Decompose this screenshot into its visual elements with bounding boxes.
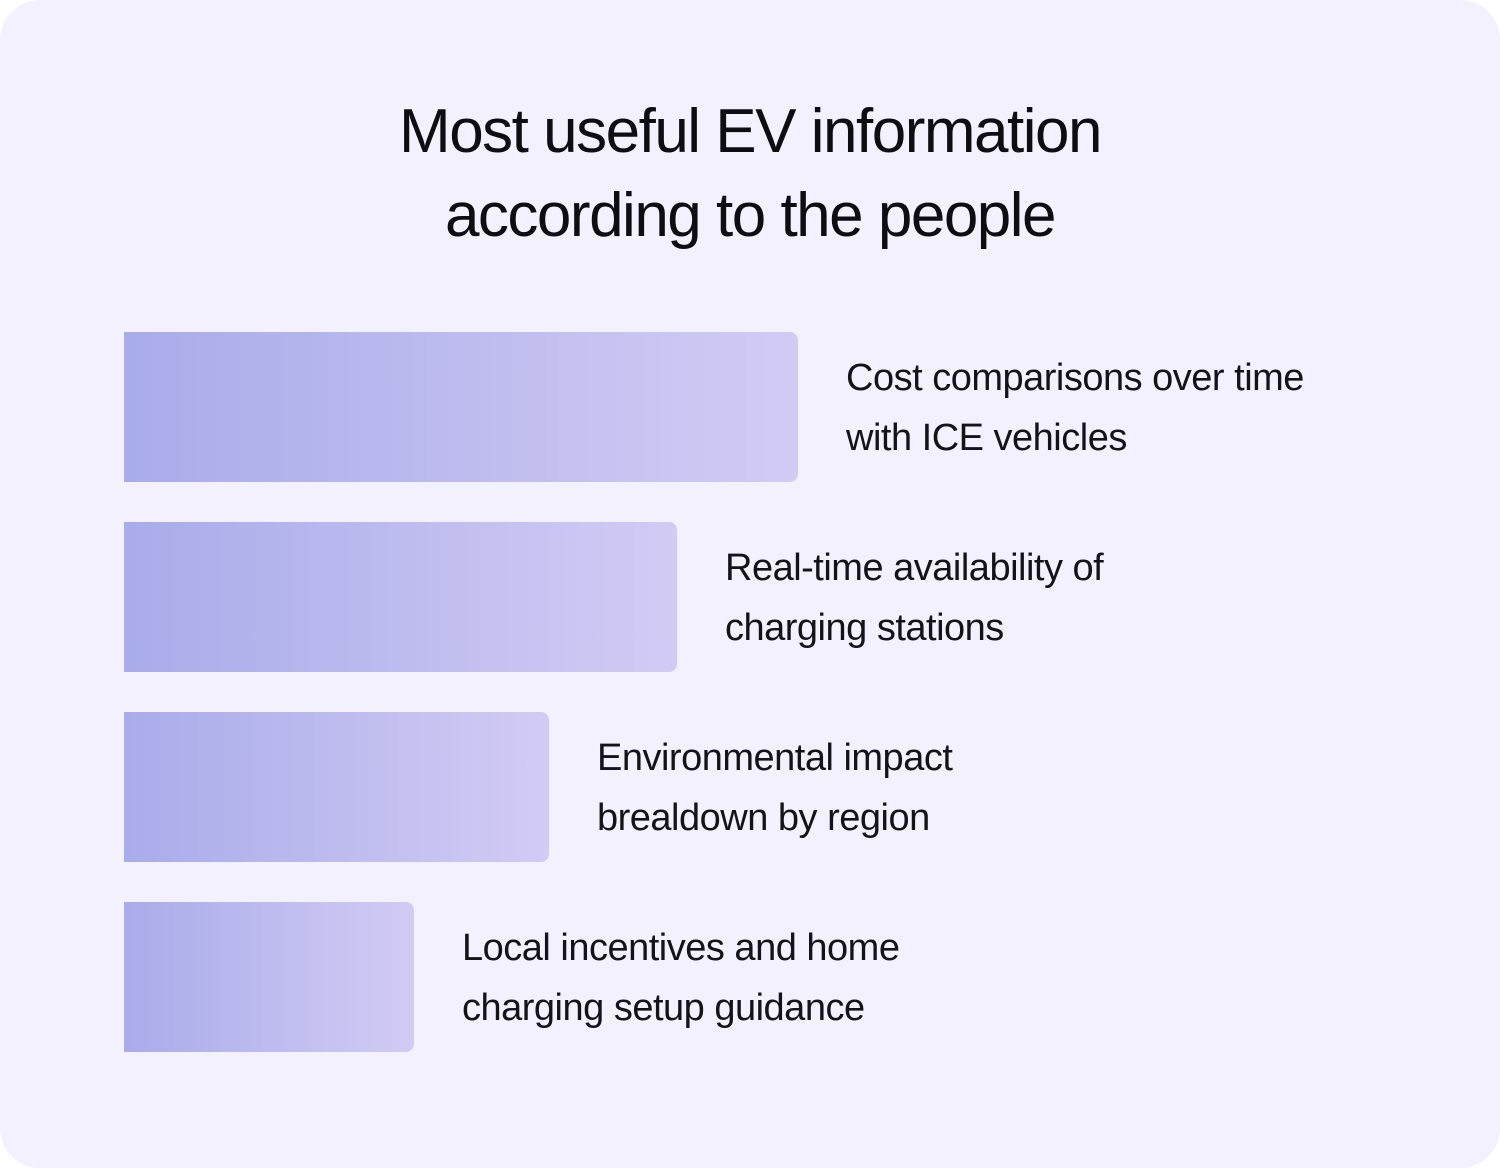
bar-label-charging-availability: Real-time availability of charging stati… [725,538,1104,658]
bar-label-cost-comparisons-line-2: with ICE vehicles [846,417,1127,459]
bar-label-environmental-impact-line-2: brealdown by region [597,797,930,839]
bar-environmental-impact [124,712,549,862]
chart-title-line-2: according to the people [444,181,1057,250]
bar-label-cost-comparisons: Cost comparisons over time with ICE vehi… [846,348,1304,468]
bar-label-cost-comparisons-line-1: Cost comparisons over time [846,357,1304,399]
bar-label-local-incentives: Local incentives and home charging setup… [462,918,900,1038]
bar-charging-availability [124,522,677,672]
chart-title-line-1: Most useful EV information [399,97,1102,166]
bar-label-environmental-impact-line-1: Environmental impact [597,737,953,779]
bar-cost-comparisons [124,332,798,482]
bar-label-local-incentives-line-2: charging setup guidance [462,987,865,1029]
bar-label-local-incentives-line-1: Local incentives and home [462,927,900,969]
bar-label-environmental-impact: Environmental impact brealdown by region [597,728,953,848]
bar-local-incentives [124,902,414,1052]
bar-label-charging-availability-line-2: charging stations [725,607,1004,649]
bar-label-charging-availability-line-1: Real-time availability of [725,547,1104,589]
chart-title: Most useful EV information according to … [0,90,1500,258]
